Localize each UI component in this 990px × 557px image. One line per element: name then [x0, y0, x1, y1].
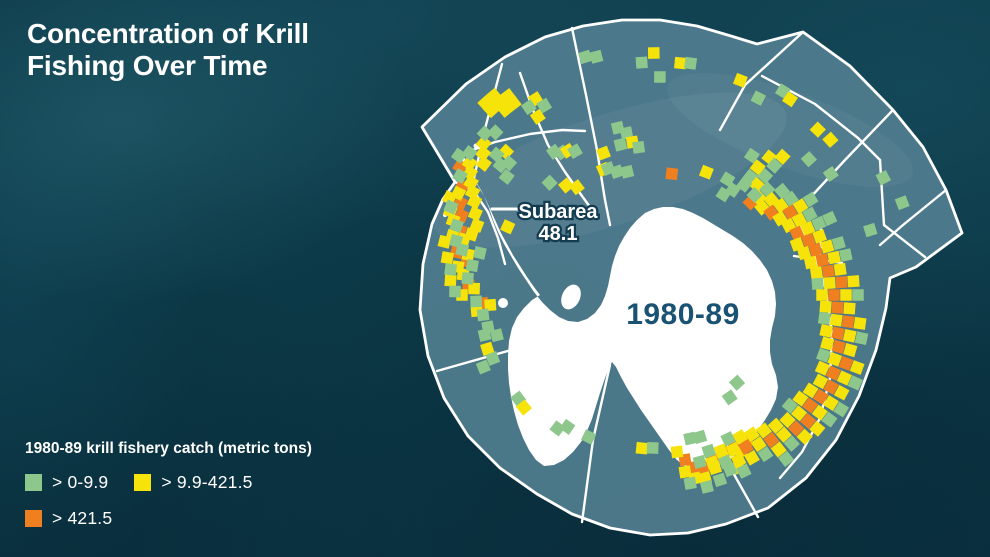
legend-item-mid: > 9.9-421.5 [134, 472, 252, 493]
page-title: Concentration of Krill Fishing Over Time [27, 18, 309, 83]
legend-title: 1980-89 krill fishery catch (metric tons… [25, 440, 312, 457]
legend-label-low: > 0-9.9 [52, 472, 109, 492]
legend: 1980-89 krill fishery catch (metric tons… [25, 440, 312, 544]
catch-grid-cells [437, 47, 910, 494]
subarea-label-line1: Subarea [519, 201, 599, 223]
legend-swatch-high [25, 510, 42, 527]
legend-label-high: > 421.5 [52, 508, 113, 528]
subarea-label-line2: 48.1 [539, 223, 578, 245]
legend-swatch-low [25, 474, 42, 491]
legend-item-high: > 421.5 [25, 508, 112, 529]
year-label: 1980-89 [626, 298, 740, 331]
legend-item-low: > 0-9.9 [25, 472, 108, 493]
page-title-line1: Concentration of Krill [27, 18, 309, 49]
legend-swatch-mid [134, 474, 152, 491]
legend-label-mid: > 9.9-421.5 [161, 472, 253, 492]
page-title-line2: Fishing Over Time [27, 50, 268, 82]
